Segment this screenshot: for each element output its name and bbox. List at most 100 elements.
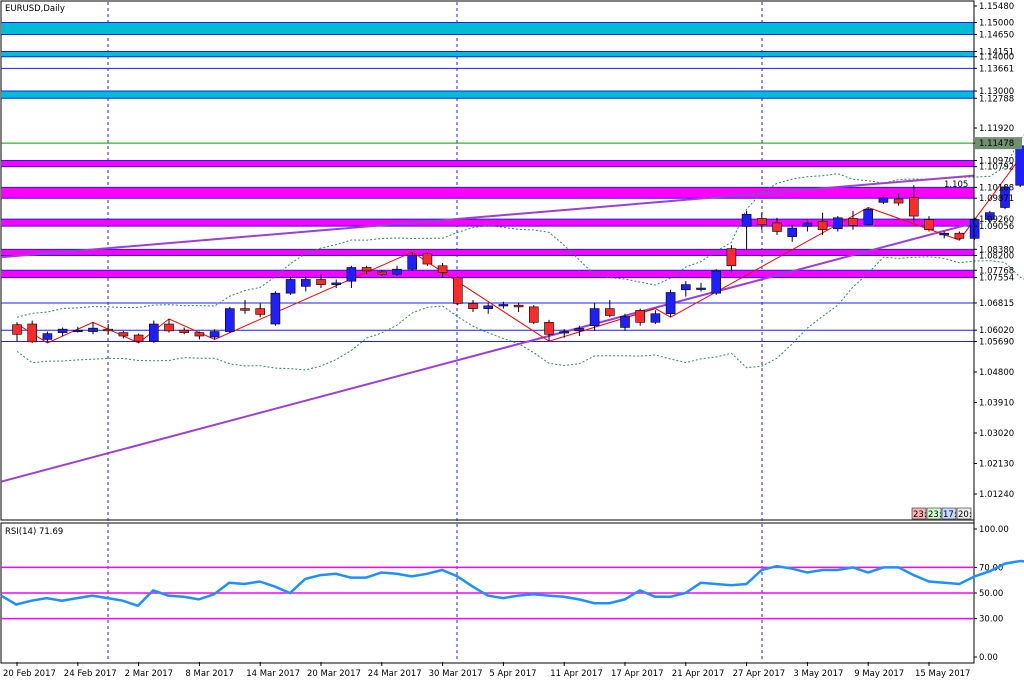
time-tick-label: 24 Mar 2017 bbox=[368, 669, 422, 679]
price-tick-label: 1.11920 bbox=[979, 124, 1014, 134]
time-tick-label: 9 May 2017 bbox=[854, 669, 904, 679]
candle-body bbox=[513, 304, 524, 308]
candle-body bbox=[149, 323, 159, 342]
candle-body bbox=[133, 334, 144, 342]
candle-body bbox=[574, 328, 585, 332]
time-tick-label: 3 May 2017 bbox=[793, 669, 843, 679]
candle-body bbox=[300, 279, 311, 287]
candle-body bbox=[316, 279, 326, 285]
rsi-tick-label: 70.00 bbox=[979, 563, 1003, 573]
price-tick-label: 1.08200 bbox=[979, 251, 1014, 261]
price-tick-label: 1.10970 bbox=[979, 157, 1014, 167]
band-upper bbox=[16, 134, 1024, 318]
time-box-label: 17: bbox=[943, 510, 957, 520]
rsi-line bbox=[0, 559, 1024, 608]
candle-body bbox=[878, 197, 889, 203]
time-tick-label: 17 Apr 2017 bbox=[611, 669, 664, 679]
price-tick-label: 1.07768 bbox=[979, 266, 1014, 276]
price-tick-label: 1.02130 bbox=[979, 460, 1014, 470]
current-price-marker bbox=[975, 137, 1022, 150]
current-price-label: 1.11478 bbox=[979, 139, 1014, 149]
time-boxes: 23: 23: 17: 20: bbox=[911, 507, 972, 520]
time-tick-label: 15 May 2017 bbox=[915, 669, 970, 679]
level-zone-16 bbox=[1, 270, 974, 278]
candle-body bbox=[27, 323, 38, 343]
time-tick-label: 14 Mar 2017 bbox=[246, 669, 300, 679]
candle-body bbox=[483, 305, 494, 309]
candle-body bbox=[209, 331, 220, 338]
candle-body bbox=[604, 308, 615, 316]
candle-body bbox=[741, 214, 752, 227]
price-tick-label: 1.14000 bbox=[979, 53, 1014, 63]
time-tick-label: 27 Apr 2017 bbox=[733, 669, 786, 679]
price-tick-label: 1.13000 bbox=[979, 87, 1014, 97]
candle-body bbox=[756, 218, 767, 225]
time-box bbox=[956, 507, 972, 520]
time-tick-label: 2 Mar 2017 bbox=[125, 669, 173, 679]
candle-body bbox=[984, 212, 995, 220]
price-tick-label: 1.03910 bbox=[979, 399, 1014, 409]
candle-body bbox=[194, 332, 205, 337]
rsi-indicator: 100.00 70.00 50.00 30.00 0.00 bbox=[0, 525, 1024, 663]
candle-body bbox=[711, 270, 722, 294]
candle-body bbox=[452, 277, 463, 304]
candle-body bbox=[817, 220, 828, 231]
time-box-label: 23: bbox=[913, 510, 927, 520]
time-tick-label: 21 Apr 2017 bbox=[672, 669, 725, 679]
candle-body bbox=[118, 332, 129, 337]
level-zone-10 bbox=[1, 187, 974, 199]
candle-body bbox=[620, 316, 630, 328]
level-zone-14 bbox=[1, 249, 974, 256]
candle-body bbox=[726, 248, 737, 267]
time-box bbox=[926, 507, 942, 520]
price-tick-label: 1.14650 bbox=[979, 30, 1014, 40]
candle-body bbox=[255, 308, 265, 315]
price-pane bbox=[0, 0, 975, 521]
price-tick-label: 1.09260 bbox=[979, 215, 1014, 225]
candle-body bbox=[544, 322, 554, 335]
bollinger-bands bbox=[16, 134, 1024, 371]
candle-body bbox=[468, 303, 478, 309]
candle-body bbox=[422, 253, 433, 265]
candle-body bbox=[12, 324, 22, 335]
price-tick-label: 1.15480 bbox=[979, 2, 1014, 12]
price-tick-label: 1.08380 bbox=[979, 245, 1014, 255]
candle-body bbox=[589, 308, 600, 327]
rsi-tick-label: 50.00 bbox=[979, 589, 1003, 599]
time-tick-label: 8 Mar 2017 bbox=[185, 669, 233, 679]
price-tick-label: 1.09871 bbox=[979, 194, 1014, 204]
candle-body bbox=[635, 310, 646, 323]
candle-body bbox=[863, 208, 874, 225]
rsi-tick-label: 100.00 bbox=[979, 525, 1009, 535]
candle-body bbox=[665, 292, 676, 315]
price-tick-label: 1.04800 bbox=[979, 368, 1014, 378]
price-tick-label: 1.07554 bbox=[979, 274, 1014, 284]
candle-body bbox=[528, 306, 539, 323]
candle-body bbox=[559, 331, 570, 334]
rsi-title: RSI(14) 71.69 bbox=[5, 527, 63, 537]
trendline-label: 1.105 bbox=[944, 180, 968, 190]
time-tick-label: 20 Mar 2017 bbox=[307, 669, 361, 679]
candle-body bbox=[924, 219, 934, 231]
candle-body bbox=[969, 219, 980, 239]
candle-body bbox=[954, 232, 965, 239]
price-tick-label: 1.12788 bbox=[979, 94, 1014, 104]
candle-body bbox=[848, 218, 858, 226]
price-tick-label: 1.06815 bbox=[979, 299, 1014, 309]
candle-body bbox=[407, 255, 418, 270]
candle-body bbox=[57, 328, 68, 333]
candle-body bbox=[772, 222, 782, 232]
candle-body bbox=[225, 308, 235, 332]
trendlines bbox=[0, 174, 975, 483]
horizontal-levels bbox=[1, 21, 974, 342]
level-zone-0 bbox=[1, 22, 974, 35]
chart-title: EURUSD,Daily bbox=[5, 4, 65, 14]
level-zone-12 bbox=[1, 219, 974, 227]
price-tick-label: 1.05690 bbox=[979, 338, 1014, 348]
price-tick-label: 1.14151 bbox=[979, 48, 1014, 58]
candle-body bbox=[88, 327, 98, 332]
candle-body bbox=[1015, 145, 1024, 186]
time-box bbox=[911, 507, 927, 520]
time-tick-label: 24 Feb 2017 bbox=[64, 669, 117, 679]
